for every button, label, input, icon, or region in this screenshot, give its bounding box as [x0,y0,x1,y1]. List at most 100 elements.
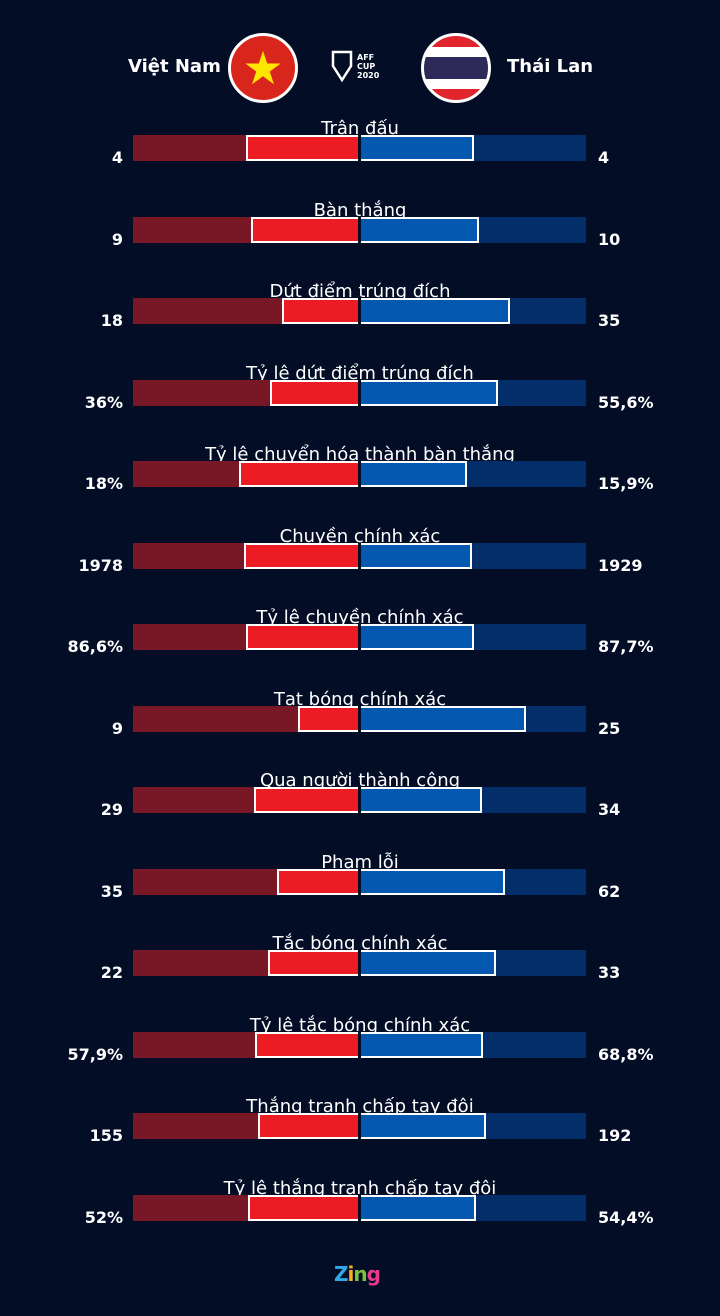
stat-row: Tắc bóng chính xác 22 33 [0,933,720,1003]
left-track [133,1194,358,1221]
left-track [133,624,358,650]
left-bar [238,461,358,487]
left-value-label: 35 [100,881,123,901]
right-bar [361,787,483,813]
left-track [133,1031,358,1058]
svg-text:CUP: CUP [357,62,375,71]
right-track [361,542,586,569]
stat-label: Trận đấu [321,118,399,139]
right-value-label: 62 [598,881,621,901]
left-track [133,868,358,895]
stat-row: Tạt bóng chính xác 9 25 [0,689,720,759]
stat-label: Tỷ lệ chuyển hóa thành bàn thắng [205,444,515,465]
left-track [133,216,358,243]
stat-row: Tỷ lệ chuyền chính xác 86,6% 87,7% [0,607,720,677]
right-track [361,705,586,732]
right-track [361,950,586,976]
right-value-label: 25 [598,718,621,738]
right-track [361,135,586,161]
left-track [133,298,358,324]
stat-row: Phạm lỗi 35 62 [0,852,720,922]
stat-row: Tỷ lệ thắng tranh chấp tay đôi 52% 54,4% [0,1178,720,1248]
svg-text:2020: 2020 [357,71,380,80]
team-right-name: Thái Lan [507,56,594,77]
right-value-label: 10 [598,229,621,249]
left-bar [269,379,358,406]
left-bar [257,1113,358,1139]
left-bar [281,298,358,324]
right-bar [361,1031,484,1058]
left-value-label: 9 [111,718,123,738]
left-value-label: 29 [100,800,123,819]
right-value-label: 33 [598,963,621,982]
right-track [361,298,586,324]
stat-row: Tỷ lệ chuyển hóa thành bàn thắng 18% 15,… [0,444,720,514]
right-track [361,868,586,895]
stat-label: Qua người thành công [259,770,461,791]
left-track [133,542,358,569]
stat-label: Bàn thắng [313,199,407,221]
left-value-label: 36% [84,392,123,412]
right-bar [361,868,505,895]
stat-row: Dứt điểm trúng đích 18 35 [0,281,720,351]
left-bar [251,216,358,243]
right-track [361,1113,586,1139]
left-track [133,950,358,976]
team-left-name: Việt Nam [128,56,221,77]
left-value-label: 86,6% [67,637,123,656]
stat-label: Tắc bóng chính xác [272,933,448,954]
left-bar [246,624,358,650]
stat-row: Qua người thành công 29 34 [0,770,720,840]
stat-label: Chuyền chính xác [279,525,441,547]
stat-label: Thắng tranh chấp tay đôi [246,1096,474,1117]
vietnam-flag-icon: ★ [228,33,298,103]
stat-label: Tỷ lệ tắc bóng chính xác [249,1014,471,1036]
aff-cup-logo: AFF CUP 2020 [331,50,380,83]
left-bar [276,868,358,895]
left-value-label: 4 [111,148,123,167]
right-track [361,1194,586,1221]
right-bar [361,624,475,650]
left-value-label: 155 [89,1126,123,1145]
right-value-label: 87,7% [598,637,654,656]
right-bar [361,1194,476,1221]
left-bar [298,705,358,732]
right-bar [361,216,480,243]
left-value-label: 9 [111,229,123,249]
zing-logo: Zing [334,1262,381,1286]
left-bar [254,787,358,813]
stat-row: Thắng tranh chấp tay đôi 155 192 [0,1096,720,1166]
left-value-label: 22 [100,963,123,982]
thailand-flag-icon [421,33,491,103]
left-value-label: 18% [84,474,123,493]
right-value-label: 54,4% [598,1207,654,1227]
right-bar [361,379,498,406]
right-track [361,624,586,650]
right-value-label: 15,9% [598,474,654,493]
right-value-label: 192 [598,1126,632,1145]
stat-row: Tỷ lệ tắc bóng chính xác 57,9% 68,8% [0,1015,720,1085]
left-value-label: 57,9% [67,1044,123,1064]
left-track [133,787,358,813]
right-track [361,379,586,406]
left-bar [268,950,358,976]
left-value-label: 1978 [78,555,123,575]
left-track [133,461,358,487]
stat-label: Phạm lỗi [321,851,399,873]
left-track [133,705,358,732]
left-bar [245,135,358,161]
left-bar [248,1194,358,1221]
stat-label: Tạt bóng chính xác [273,688,447,710]
right-value-label: 1929 [598,555,643,575]
svg-text:AFF: AFF [357,53,374,62]
right-bar [361,461,467,487]
right-track [361,216,586,243]
right-bar [361,298,510,324]
right-value-label: 55,6% [598,392,654,412]
left-track [133,135,358,161]
left-track [133,379,358,406]
right-value-label: 68,8% [598,1044,654,1064]
right-track [361,461,586,487]
left-value-label: 18 [100,311,123,330]
left-value-label: 52% [84,1207,123,1227]
